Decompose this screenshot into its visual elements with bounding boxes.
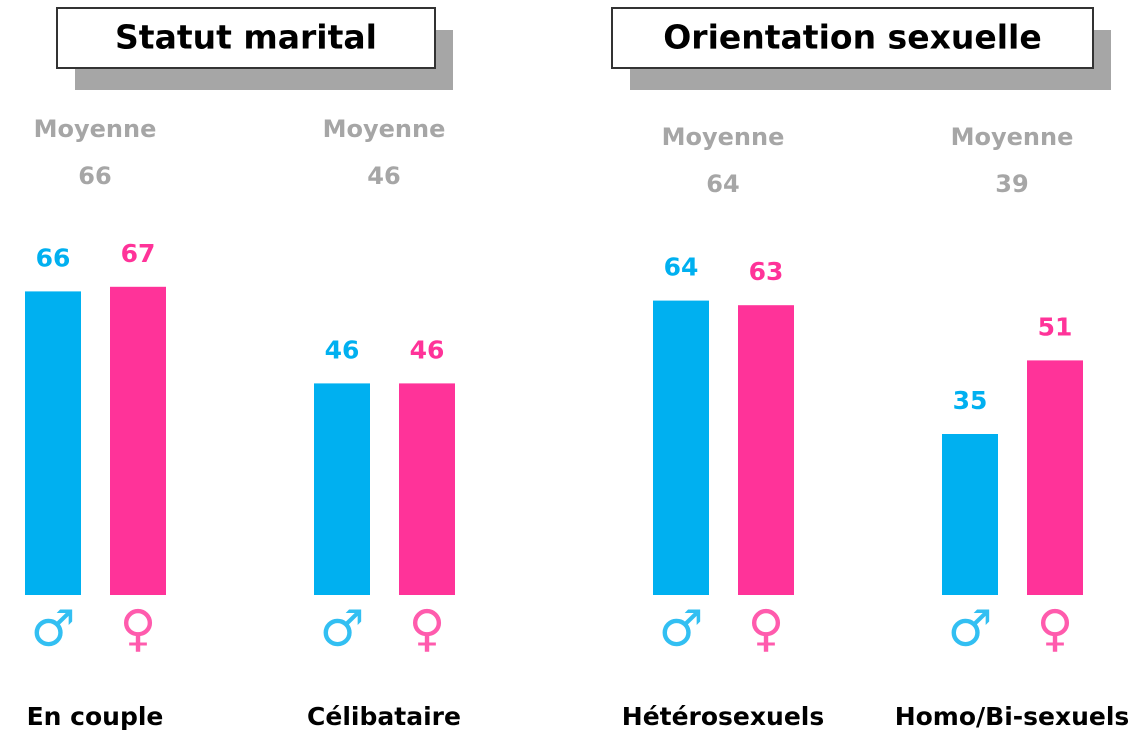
category-label: Hétérosexuels	[622, 702, 824, 731]
value-label: 66	[36, 243, 71, 272]
average-value: 46	[367, 162, 400, 190]
gender-symbol: ♀	[120, 600, 157, 658]
bar	[1027, 360, 1083, 595]
value-label: 63	[749, 257, 784, 286]
value-label: 35	[953, 386, 988, 415]
chart-title: Statut marital	[115, 18, 377, 57]
bar	[942, 434, 998, 595]
bar	[314, 383, 370, 595]
gender-symbol: ♀	[409, 600, 446, 658]
value-label: 64	[664, 253, 699, 282]
gender-symbol: ♀	[1037, 600, 1074, 658]
bar	[25, 291, 81, 595]
average-label: Moyenne	[662, 123, 785, 151]
category-label: Célibataire	[307, 702, 461, 731]
title-box	[611, 7, 1094, 69]
chart-title: Orientation sexuelle	[663, 18, 1042, 57]
gender-symbol: ♂	[320, 600, 365, 658]
category-label: Homo/Bi-sexuels	[895, 702, 1130, 731]
title-box	[56, 7, 436, 69]
average-label: Moyenne	[34, 115, 157, 143]
gender-symbol: ♂	[659, 600, 704, 658]
value-label: 67	[121, 239, 156, 268]
bar	[738, 305, 794, 595]
average-label: Moyenne	[323, 115, 446, 143]
bar	[399, 383, 455, 595]
average-value: 66	[78, 162, 111, 190]
value-label: 46	[410, 335, 445, 364]
category-label: En couple	[27, 702, 164, 731]
value-label: 51	[1038, 312, 1073, 341]
bar	[110, 286, 166, 595]
average-value: 64	[706, 170, 739, 198]
gender-symbol: ♀	[748, 600, 785, 658]
gender-symbol: ♂	[948, 600, 993, 658]
gender-symbol: ♂	[31, 600, 76, 658]
average-value: 39	[995, 170, 1028, 198]
average-label: Moyenne	[951, 123, 1074, 151]
bar	[653, 300, 709, 595]
value-label: 46	[325, 335, 360, 364]
